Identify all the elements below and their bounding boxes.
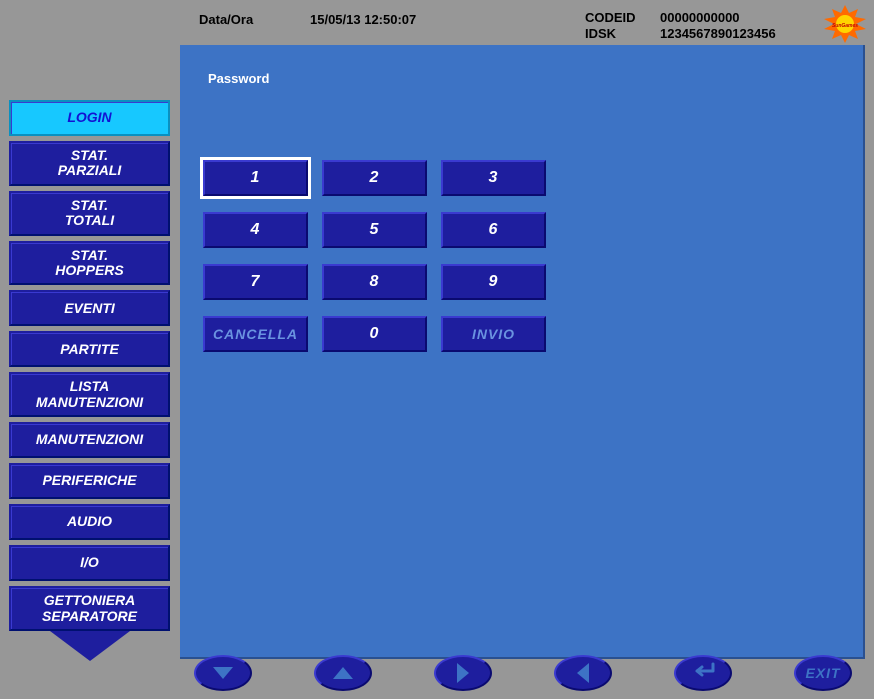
sidebar-item-manutenzioni[interactable]: MANUTENZIONI <box>9 422 170 458</box>
key-7[interactable]: 7 <box>203 264 308 300</box>
dataora-label: Data/Ora <box>199 12 253 27</box>
nav-exit-button[interactable]: EXIT <box>794 655 852 691</box>
codeid-label: CODEID <box>585 10 636 25</box>
header-bar: Data/Ora 15/05/13 12:50:07 CODEID 000000… <box>0 0 874 45</box>
idsk-value: 1234567890123456 <box>660 26 776 41</box>
key-4[interactable]: 4 <box>203 212 308 248</box>
sidebar-item-partite[interactable]: PARTITE <box>9 331 170 367</box>
sidebar-item-stat-parziali[interactable]: STAT.PARZIALI <box>9 141 170 186</box>
sungames-logo-icon: SunGames <box>824 5 866 43</box>
arrow-up-icon <box>333 667 353 679</box>
main-panel: Password 123 456 789 CANCELLA 0 INVIO <box>180 45 865 659</box>
sidebar-item-login[interactable]: LOGIN <box>9 100 170 136</box>
keypad: 123 456 789 CANCELLA 0 INVIO <box>203 160 546 368</box>
sidebar-item-stat-totali[interactable]: STAT.TOTALI <box>9 191 170 236</box>
key-8[interactable]: 8 <box>322 264 427 300</box>
arrow-down-icon <box>213 667 233 679</box>
key-2[interactable]: 2 <box>322 160 427 196</box>
key-1[interactable]: 1 <box>203 160 308 196</box>
arrow-left-icon <box>577 663 589 683</box>
key-enter[interactable]: INVIO <box>441 316 546 352</box>
nav-left-button[interactable] <box>554 655 612 691</box>
codeid-value: 00000000000 <box>660 10 740 25</box>
nav-up-button[interactable] <box>314 655 372 691</box>
sidebar-more-arrow-icon[interactable] <box>50 631 130 661</box>
exit-label: EXIT <box>805 665 840 681</box>
key-0[interactable]: 0 <box>322 316 427 352</box>
dataora-value: 15/05/13 12:50:07 <box>310 12 416 27</box>
sidebar-item-gettoniera-separatore[interactable]: GETTONIERASEPARATORE <box>9 586 170 631</box>
key-3[interactable]: 3 <box>441 160 546 196</box>
panel-title: Password <box>208 71 269 86</box>
bottom-nav: EXIT <box>194 655 852 691</box>
sidebar-item-stat-hoppers[interactable]: STAT.HOPPERS <box>9 241 170 286</box>
sidebar-item-audio[interactable]: AUDIO <box>9 504 170 540</box>
sidebar-item-lista-manutenzioni[interactable]: LISTAMANUTENZIONI <box>9 372 170 417</box>
nav-right-button[interactable] <box>434 655 492 691</box>
nav-down-button[interactable] <box>194 655 252 691</box>
arrow-right-icon <box>457 663 469 683</box>
sidebar: LOGIN STAT.PARZIALI STAT.TOTALI STAT.HOPPER… <box>9 100 170 661</box>
sidebar-item-i-o[interactable]: I/O <box>9 545 170 581</box>
key-9[interactable]: 9 <box>441 264 546 300</box>
key-cancel[interactable]: CANCELLA <box>203 316 308 352</box>
sidebar-item-eventi[interactable]: EVENTI <box>9 290 170 326</box>
enter-icon <box>689 662 717 685</box>
sidebar-item-periferiche[interactable]: PERIFERICHE <box>9 463 170 499</box>
key-6[interactable]: 6 <box>441 212 546 248</box>
idsk-label: IDSK <box>585 26 616 41</box>
svg-text:SunGames: SunGames <box>832 23 858 29</box>
key-5[interactable]: 5 <box>322 212 427 248</box>
nav-enter-button[interactable] <box>674 655 732 691</box>
